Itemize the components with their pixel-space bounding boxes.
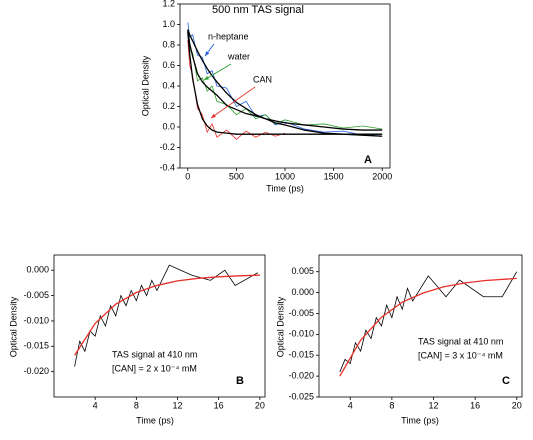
x-tick-label: 1500 bbox=[324, 171, 344, 181]
y-tick-label: 0.4 bbox=[162, 80, 175, 90]
x-tick-label: 12 bbox=[173, 400, 183, 410]
x-tick-label: 20 bbox=[512, 400, 522, 410]
x-tick-label: 4 bbox=[348, 400, 353, 410]
x-tick-label: 20 bbox=[255, 400, 265, 410]
x-tick-label: 4 bbox=[93, 400, 98, 410]
annotation: CAN bbox=[253, 74, 272, 84]
x-tick-label: 16 bbox=[214, 400, 224, 410]
plot-frame bbox=[318, 254, 523, 398]
x-axis-title: Time (ps) bbox=[401, 415, 439, 425]
x-tick-label: 12 bbox=[429, 400, 439, 410]
data-line bbox=[339, 277, 517, 377]
y-tick-label: -0.020 bbox=[288, 370, 314, 380]
y-tick-label: 0.005 bbox=[291, 266, 314, 276]
y-tick-label: -0.005 bbox=[23, 290, 49, 300]
x-tick-label: 1000 bbox=[275, 171, 295, 181]
y-tick-label: 0.000 bbox=[291, 287, 314, 297]
arrow-head bbox=[211, 113, 216, 118]
data-line bbox=[74, 264, 258, 367]
panel-label: A bbox=[364, 154, 372, 166]
y-tick-label: 1.0 bbox=[162, 19, 175, 29]
y-tick-label: 0.6 bbox=[162, 60, 175, 70]
annotation: [CAN] = 2 x 10⁻⁴ mM bbox=[112, 363, 197, 373]
y-tick-label: 0.2 bbox=[162, 101, 175, 111]
annotation: n-heptane bbox=[208, 31, 249, 41]
annotation-arrow bbox=[210, 86, 256, 119]
y-tick-label: -0.025 bbox=[288, 391, 314, 401]
plot-frame bbox=[53, 254, 266, 398]
x-axis-title: Time (ps) bbox=[136, 415, 174, 425]
x-tick-label: 2000 bbox=[372, 171, 392, 181]
annotation: [CAN] = 3 x 10⁻⁴ mM bbox=[418, 350, 503, 360]
annotation: 500 nm TAS signal bbox=[212, 4, 304, 16]
y-tick-label: 0.8 bbox=[162, 39, 175, 49]
arrow-head bbox=[205, 51, 210, 56]
arrow-head bbox=[204, 75, 209, 80]
annotation: TAS signal at 410 nm bbox=[112, 349, 197, 359]
y-axis-title: Optical Density bbox=[140, 55, 150, 116]
x-tick-label: 8 bbox=[389, 400, 394, 410]
y-tick-label: -0.2 bbox=[159, 142, 175, 152]
y-tick-label: 0.000 bbox=[26, 265, 49, 275]
y-tick-label: -0.015 bbox=[288, 350, 314, 360]
x-tick-label: 8 bbox=[134, 400, 139, 410]
annotation-arrow bbox=[203, 63, 232, 81]
data-line bbox=[187, 29, 383, 131]
x-axis-title: Time (ps) bbox=[266, 183, 304, 193]
y-tick-label: -0.020 bbox=[23, 366, 49, 376]
annotation: water bbox=[227, 51, 250, 61]
y-tick-label: 0.0 bbox=[162, 121, 175, 131]
y-tick-label: 1.2 bbox=[162, 0, 175, 8]
data-line bbox=[187, 22, 383, 136]
x-tick-label: 500 bbox=[229, 171, 244, 181]
annotation: TAS signal at 410 nm bbox=[418, 336, 503, 346]
panel-label: C bbox=[502, 375, 510, 387]
y-tick-label: -0.4 bbox=[159, 162, 175, 172]
data-line bbox=[187, 29, 383, 137]
y-tick-label: -0.015 bbox=[23, 341, 49, 351]
x-tick-label: 0 bbox=[185, 171, 190, 181]
y-axis-title: Optical Density bbox=[8, 296, 18, 357]
data-line bbox=[187, 31, 383, 135]
y-tick-label: -0.005 bbox=[288, 308, 314, 318]
plot-frame bbox=[179, 3, 391, 169]
data-line bbox=[74, 274, 260, 356]
x-tick-label: 16 bbox=[470, 400, 480, 410]
y-tick-label: -0.010 bbox=[23, 315, 49, 325]
y-tick-label: -0.010 bbox=[288, 329, 314, 339]
panel-label: B bbox=[236, 375, 244, 387]
y-axis-title: Optical Density bbox=[275, 296, 285, 357]
